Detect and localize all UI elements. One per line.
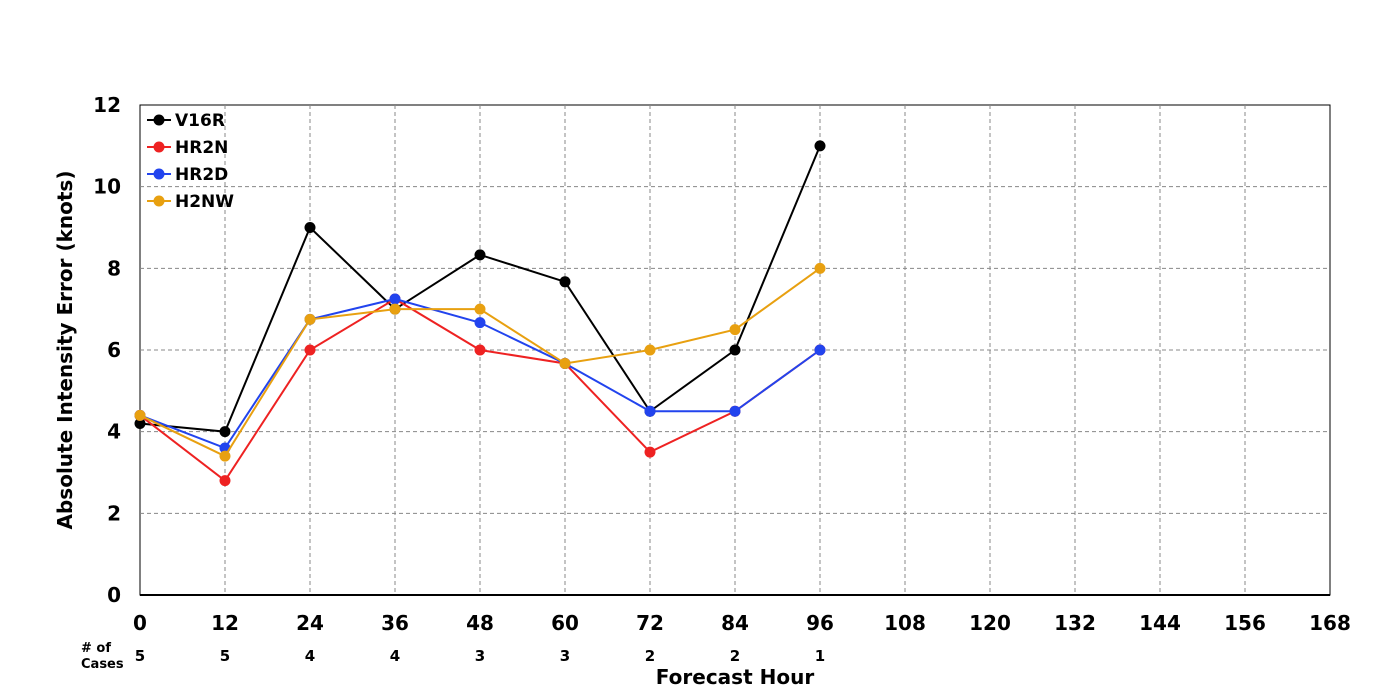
y-tick-label: 4 (107, 420, 121, 444)
cases-header-line1: # of (81, 641, 111, 656)
legend-label: HR2N (175, 138, 228, 158)
data-point (814, 262, 826, 274)
legend-entry-h2nw: H2NW (147, 192, 234, 212)
data-point (389, 293, 401, 305)
x-tick-label: 108 (884, 611, 926, 635)
data-point (134, 418, 146, 429)
data-point (559, 276, 571, 288)
case-count: 5 (220, 647, 230, 665)
data-point (304, 222, 316, 233)
legend-marker (153, 141, 165, 153)
x-tick-label: 60 (551, 611, 579, 635)
legend-label: H2NW (175, 192, 234, 212)
data-point (389, 303, 401, 315)
y-tick-labels: 0 2 4 6 8 10 12 (93, 93, 121, 607)
data-point (729, 344, 741, 356)
legend-entry-v16r: V16R (147, 111, 225, 131)
legend-marker (153, 195, 165, 207)
case-count: 3 (560, 647, 570, 665)
data-point (219, 450, 231, 462)
data-point (474, 303, 486, 315)
x-tick-label: 84 (721, 611, 749, 635)
x-axis-label: Forecast Hour (656, 665, 815, 689)
case-count: 2 (645, 647, 655, 665)
data-point (134, 409, 146, 421)
x-tick-label: 24 (296, 611, 324, 635)
y-tick-label: 2 (107, 501, 121, 525)
case-count: 1 (815, 647, 825, 665)
data-point (729, 405, 741, 417)
x-tick-label: 0 (133, 611, 147, 635)
data-point (304, 313, 316, 325)
legend-label: V16R (175, 111, 225, 131)
data-point (644, 446, 656, 458)
legend-entry-hr2n: HR2N (147, 138, 228, 158)
x-tick-label: 12 (211, 611, 239, 635)
case-count: 2 (730, 647, 740, 665)
legend-marker (153, 114, 165, 126)
legend-entry-hr2d: HR2D (147, 165, 228, 185)
data-point (474, 249, 486, 261)
data-point (474, 344, 486, 356)
case-count: 4 (390, 647, 400, 665)
data-point (219, 475, 231, 487)
data-point (219, 426, 231, 438)
y-tick-label: 10 (93, 175, 121, 199)
case-count: 5 (135, 647, 145, 665)
legend-label: HR2D (175, 165, 228, 185)
case-count: 3 (475, 647, 485, 665)
case-count: 4 (305, 647, 315, 665)
x-tick-label: 156 (1224, 611, 1266, 635)
x-tick-label: 96 (806, 611, 834, 635)
x-tick-label: 72 (636, 611, 664, 635)
data-point (814, 140, 826, 152)
x-tick-labels: 0 12 24 36 48 60 72 84 96 108 120 132 144 156 168 (133, 611, 1351, 635)
y-tick-label: 12 (93, 93, 121, 117)
data-point (729, 324, 741, 336)
data-point (644, 344, 656, 356)
data-point (474, 317, 486, 329)
legend-marker (153, 168, 165, 180)
x-tick-label: 120 (969, 611, 1011, 635)
data-point (559, 357, 571, 369)
series-lines (134, 140, 826, 487)
x-tick-label: 132 (1054, 611, 1096, 635)
y-tick-label: 6 (107, 338, 121, 362)
legend: V16R HR2N HR2D H2NW (147, 111, 234, 212)
series-h2nw (134, 262, 826, 462)
x-tick-label: 48 (466, 611, 494, 635)
x-tick-label: 36 (381, 611, 409, 635)
x-tick-label: 144 (1139, 611, 1181, 635)
data-point (644, 405, 656, 417)
y-tick-label: 0 (107, 583, 121, 607)
cases-header-line2: Cases (81, 657, 124, 672)
data-point (814, 344, 826, 356)
y-axis-label: Absolute Intensity Error (knots) (53, 171, 77, 530)
data-point (304, 344, 316, 356)
y-tick-label: 8 (107, 256, 121, 280)
x-tick-label: 168 (1309, 611, 1351, 635)
